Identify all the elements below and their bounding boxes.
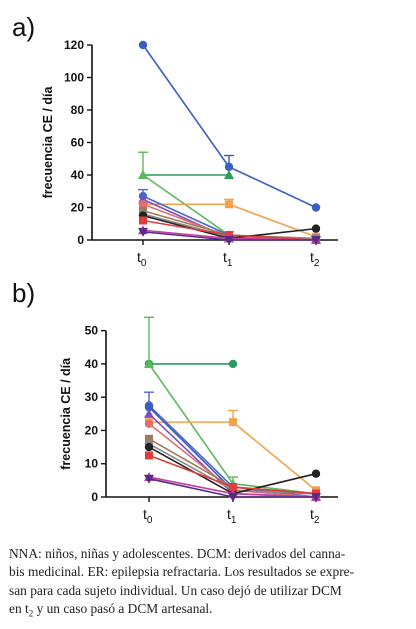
y-tick-label: 50 bbox=[85, 324, 99, 338]
data-point bbox=[311, 236, 321, 245]
data-point bbox=[224, 236, 234, 245]
series-line bbox=[142, 219, 230, 236]
data-point bbox=[229, 483, 237, 492]
y-tick-label: 120 bbox=[64, 38, 84, 52]
caption-line-4a: en t bbox=[9, 600, 29, 616]
series-line bbox=[142, 195, 230, 236]
data-point bbox=[228, 359, 238, 369]
series-line bbox=[232, 486, 317, 495]
data-point bbox=[228, 493, 238, 502]
data-point bbox=[138, 40, 148, 50]
x-tick-label: t0 bbox=[137, 249, 147, 269]
series-line bbox=[232, 421, 317, 491]
y-tick-label: 60 bbox=[71, 136, 85, 150]
data-point bbox=[144, 358, 154, 368]
data-point bbox=[145, 451, 153, 460]
caption-line-1: NNA: niños, niñas y adolescentes. DCM: d… bbox=[9, 546, 346, 561]
series-line bbox=[148, 476, 234, 495]
data-point bbox=[145, 434, 153, 443]
chart-panel-b: b) 0 10 20 30 40 50 frecuencia CE / día t0 t1 t2 bbox=[12, 278, 338, 526]
x-tick-label: t1 bbox=[223, 249, 233, 269]
series-line bbox=[148, 477, 234, 498]
data-point bbox=[138, 170, 148, 179]
y-tick-label: 20 bbox=[85, 423, 99, 437]
series-line bbox=[142, 231, 230, 241]
series-line bbox=[228, 166, 317, 209]
y-axis-label: frecuencia CE / día bbox=[59, 357, 73, 470]
data-point bbox=[144, 419, 154, 428]
series-line bbox=[142, 229, 230, 240]
panel-label: b) bbox=[12, 278, 35, 308]
data-point bbox=[229, 418, 237, 427]
data-point bbox=[138, 227, 148, 237]
data-point bbox=[225, 200, 233, 209]
series-line bbox=[142, 44, 230, 168]
y-tick-label: 0 bbox=[77, 233, 84, 247]
data-point bbox=[311, 469, 321, 478]
series-line bbox=[148, 413, 234, 495]
x-tick-label: t0 bbox=[143, 506, 153, 526]
caption-subscript: 2 bbox=[28, 608, 34, 619]
data-point bbox=[144, 474, 154, 484]
y-tick-label: 80 bbox=[71, 103, 85, 117]
figure-caption: NNA: niños, niñas y adolescentes. DCM: d… bbox=[9, 545, 411, 623]
data-point bbox=[224, 162, 234, 172]
series-line bbox=[232, 472, 317, 495]
x-tick-label: t2 bbox=[310, 506, 320, 526]
data-point bbox=[138, 200, 148, 209]
series-line bbox=[148, 363, 234, 485]
panel-label: a) bbox=[12, 12, 35, 42]
series-line bbox=[142, 214, 230, 240]
caption-line-4b: y un caso pasó a DCM artesanal. bbox=[33, 600, 213, 616]
y-tick-label: 40 bbox=[71, 168, 85, 182]
series-line bbox=[228, 227, 317, 240]
data-point bbox=[144, 442, 154, 452]
x-tick-label: t1 bbox=[227, 506, 237, 526]
data-point bbox=[139, 216, 147, 225]
y-tick-label: 20 bbox=[71, 201, 85, 215]
y-tick-label: 10 bbox=[85, 457, 99, 471]
y-tick-label: 30 bbox=[85, 390, 99, 404]
y-tick-label: 40 bbox=[85, 357, 99, 371]
y-tick-label: 0 bbox=[91, 490, 98, 504]
series-line bbox=[148, 438, 234, 488]
series-line bbox=[148, 454, 234, 488]
series-line bbox=[228, 203, 317, 238]
data-point bbox=[224, 170, 234, 179]
y-axis-label: frecuencia CE / día bbox=[41, 86, 55, 199]
data-point bbox=[311, 493, 321, 502]
data-point bbox=[311, 224, 321, 233]
series-line bbox=[148, 404, 234, 488]
caption-line-4: en t2 y un caso pasó a DCM artesanal. bbox=[9, 600, 411, 623]
series-line bbox=[142, 174, 230, 236]
data-point bbox=[144, 402, 154, 412]
x-tick-label: t2 bbox=[310, 249, 320, 269]
y-tick-label: 100 bbox=[64, 71, 84, 85]
caption-line-3: san para cada sujeto individual. Un caso… bbox=[9, 582, 342, 598]
caption-line-2: bis medicinal. ER: epilepsia refractaria… bbox=[9, 564, 355, 580]
chart-panel-a: a) 0 20 40 60 80 100 120 frecuencia CE / día t0 t1… bbox=[12, 12, 338, 269]
series-line bbox=[142, 209, 230, 236]
series-line bbox=[148, 406, 234, 491]
data-point bbox=[144, 408, 154, 418]
data-point bbox=[311, 203, 321, 212]
